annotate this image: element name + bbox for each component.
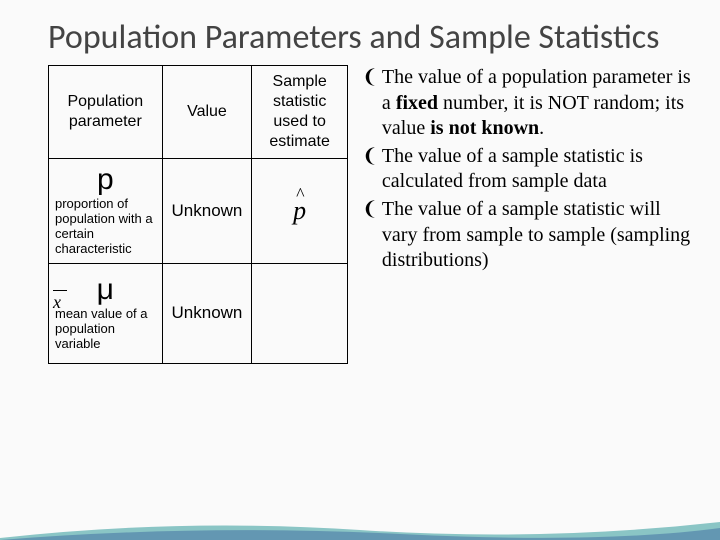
bullet-bold: fixed bbox=[396, 92, 438, 114]
cell-value-mu: Unknown bbox=[162, 263, 252, 363]
bullet-text: The value of a sample statistic is calcu… bbox=[382, 144, 692, 195]
table-header-row: Population parameter Value Sample statis… bbox=[49, 66, 348, 159]
bullet-item: ❨ The value of a sample statistic is cal… bbox=[362, 144, 692, 195]
bullet-item: ❨ The value of a sample statistic will v… bbox=[362, 197, 692, 274]
symbol-xbar-overlay: x bbox=[53, 292, 61, 313]
slide-title: Population Parameters and Sample Statist… bbox=[48, 18, 692, 57]
bullet-bold: is not known bbox=[430, 117, 539, 139]
symbol-p: p bbox=[53, 165, 158, 195]
cell-value-p: Unknown bbox=[162, 159, 252, 264]
parameters-table: Population parameter Value Sample statis… bbox=[48, 65, 348, 364]
desc-mu: mean value of a population variable bbox=[53, 307, 158, 352]
overlay-x: x bbox=[53, 292, 61, 312]
bullet-icon: ❨ bbox=[362, 65, 378, 142]
col-header-stat: Sample statistic used to estimate bbox=[252, 66, 348, 159]
symbol-mu: μ bbox=[53, 275, 158, 305]
table-row: p proportion of population with a certai… bbox=[49, 159, 348, 264]
slide-decoration bbox=[0, 510, 720, 540]
symbol-p-hat: p bbox=[293, 196, 306, 226]
bullet-list: ❨ The value of a population parameter is… bbox=[362, 65, 692, 276]
content-row: Population parameter Value Sample statis… bbox=[48, 65, 692, 364]
bullet-icon: ❨ bbox=[362, 197, 378, 274]
cell-param-mu: μ x mean value of a population variable bbox=[49, 263, 163, 363]
bullet-text: The value of a population parameter is a… bbox=[382, 65, 692, 142]
bullet-text: The value of a sample statistic will var… bbox=[382, 197, 692, 274]
bullet-icon: ❨ bbox=[362, 144, 378, 195]
bullet-text-part: . bbox=[539, 117, 544, 139]
bar-line bbox=[53, 290, 67, 291]
bullet-item: ❨ The value of a population parameter is… bbox=[362, 65, 692, 142]
cell-stat-mu bbox=[252, 263, 348, 363]
cell-param-p: p proportion of population with a certai… bbox=[49, 159, 163, 264]
table-row: μ x mean value of a population variable … bbox=[49, 263, 348, 363]
slide: Population Parameters and Sample Statist… bbox=[0, 0, 720, 384]
desc-p: proportion of population with a certain … bbox=[53, 197, 158, 257]
cell-stat-p: p bbox=[252, 159, 348, 264]
col-header-param: Population parameter bbox=[49, 66, 163, 159]
table-wrap: Population parameter Value Sample statis… bbox=[48, 65, 348, 364]
col-header-value: Value bbox=[162, 66, 252, 159]
